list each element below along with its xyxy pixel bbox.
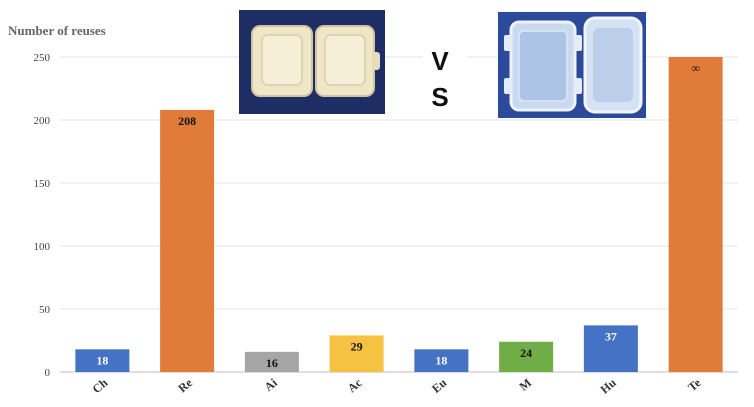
x-tick-label-eu: Eu bbox=[429, 375, 449, 395]
vs-letter-v: V bbox=[431, 46, 449, 76]
x-tick-label-ch: Ch bbox=[90, 375, 111, 396]
data-label-m: 24 bbox=[520, 346, 532, 360]
y-tick-label: 200 bbox=[34, 115, 51, 127]
y-tick-label: 50 bbox=[39, 304, 51, 316]
bar-m bbox=[499, 341, 554, 372]
bars: 18 208 16 29 18 24 37 ∞ bbox=[75, 57, 723, 373]
bar-ac bbox=[329, 335, 384, 372]
left-container-photo bbox=[239, 10, 385, 114]
bar-hu bbox=[583, 325, 638, 372]
data-label-hu: 37 bbox=[605, 329, 617, 343]
data-label-re: 208 bbox=[178, 114, 196, 128]
x-tick-label-ac: Ac bbox=[345, 375, 365, 395]
data-label-te: ∞ bbox=[691, 61, 700, 75]
data-label-ch: 18 bbox=[96, 353, 108, 367]
y-axis-label: Number of reuses bbox=[8, 23, 106, 38]
x-axis-ticks: Ch Re Ai Ac Eu M Hu Te bbox=[90, 375, 705, 396]
vs-letter-s: S bbox=[431, 82, 448, 112]
bar-ai bbox=[244, 351, 299, 372]
y-tick-label: 100 bbox=[34, 241, 51, 253]
x-tick-label-re: Re bbox=[175, 375, 195, 395]
x-tick-label-te: Te bbox=[685, 375, 704, 394]
bar-re bbox=[160, 109, 215, 373]
y-axis-ticks: 0 50 100 150 200 250 bbox=[34, 52, 51, 379]
x-tick-label-m: M bbox=[516, 376, 534, 394]
x-tick-label-hu: Hu bbox=[598, 375, 620, 396]
data-label-eu: 18 bbox=[435, 353, 447, 367]
bar-te bbox=[668, 57, 723, 372]
right-container-photo bbox=[498, 12, 646, 118]
bar-ch bbox=[75, 349, 130, 372]
data-label-ac: 29 bbox=[351, 339, 363, 353]
data-label-ai: 16 bbox=[266, 356, 278, 370]
y-tick-label: 0 bbox=[45, 367, 51, 379]
vs-annotation: V S bbox=[423, 40, 467, 118]
y-tick-label: 150 bbox=[34, 178, 51, 190]
y-tick-label: 250 bbox=[34, 52, 51, 64]
x-tick-label-ai: Ai bbox=[262, 375, 281, 394]
bar-eu bbox=[414, 349, 469, 372]
